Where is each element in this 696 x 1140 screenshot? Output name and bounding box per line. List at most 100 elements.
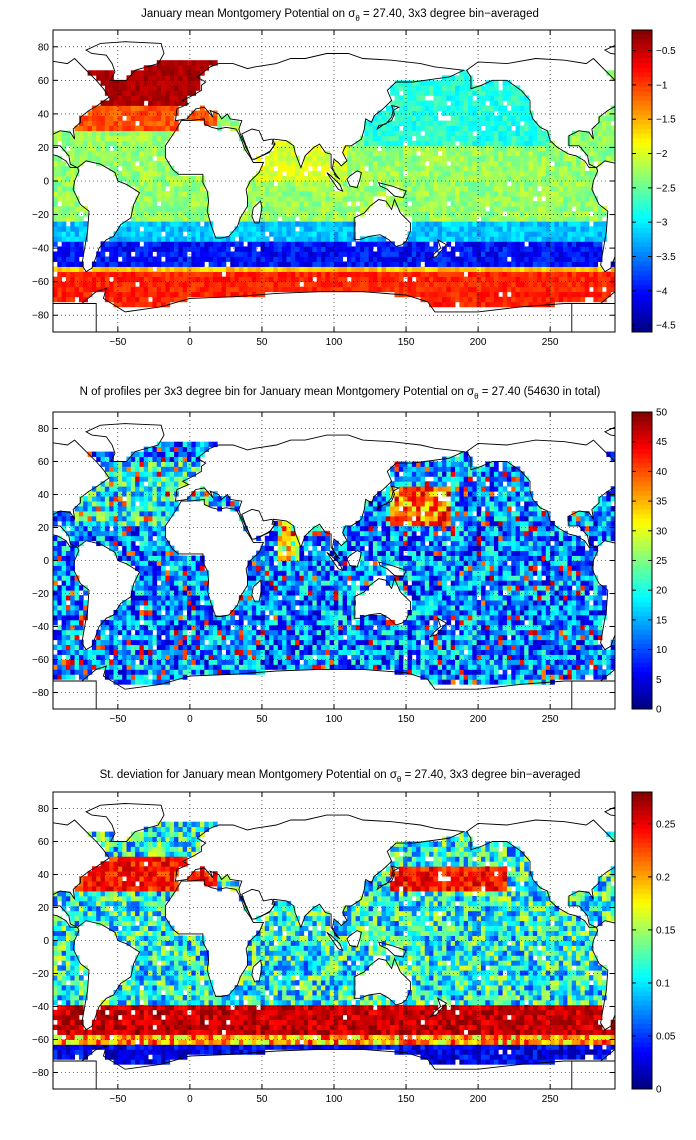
heatmap-cell [394, 276, 400, 283]
heatmap-cell [70, 634, 76, 641]
heatmap-cell [493, 140, 499, 147]
heatmap-cell [519, 110, 525, 116]
heatmap-cell [208, 246, 214, 252]
x-tick-label: 200 [470, 337, 487, 348]
heatmap-cell [524, 160, 529, 167]
heatmap-cell [390, 271, 395, 278]
heatmap-cell [204, 276, 210, 283]
heatmap-cell [96, 110, 101, 116]
heatmap-cell [576, 236, 581, 242]
heatmap-cell [65, 191, 71, 197]
heatmap-cell [545, 160, 551, 167]
heatmap-cell [472, 276, 478, 283]
heatmap-cell [78, 160, 84, 167]
heatmap-cell [104, 261, 110, 267]
heatmap-cell [489, 226, 495, 232]
heatmap-cell [165, 191, 171, 197]
heatmap-cell [463, 226, 469, 232]
heatmap-cell [537, 150, 542, 157]
heatmap-cell [109, 639, 114, 646]
heatmap-cell [519, 251, 525, 257]
heatmap-cell [511, 236, 516, 242]
heatmap-cell [178, 241, 184, 247]
heatmap-cell [61, 206, 67, 212]
heatmap-cell [61, 605, 67, 611]
heatmap-cell [225, 251, 231, 257]
heatmap-cell [100, 256, 106, 262]
heatmap-cell [411, 201, 417, 207]
heatmap-cell [403, 145, 408, 152]
heatmap-cell [381, 246, 387, 252]
heatmap-cell [212, 291, 218, 298]
heatmap-cell [178, 251, 184, 257]
heatmap-cell [511, 130, 516, 137]
heatmap-cell [312, 221, 318, 227]
heatmap-cell [65, 170, 71, 177]
heatmap-cell [541, 175, 547, 182]
heatmap-cell [61, 644, 67, 650]
heatmap-cell [61, 281, 67, 288]
heatmap-cell [537, 296, 542, 303]
heatmap-cell [463, 286, 469, 293]
heatmap-cell [398, 286, 404, 293]
heatmap-cell [61, 525, 67, 532]
heatmap-cell [472, 206, 478, 212]
heatmap-cell [70, 291, 76, 298]
heatmap-cell [269, 221, 274, 227]
heatmap-cell [122, 135, 127, 142]
heatmap-cell [126, 649, 132, 655]
heatmap-cell [264, 216, 270, 222]
heatmap-cell [420, 196, 426, 202]
heatmap-cell [580, 281, 586, 288]
heatmap-cell [455, 80, 460, 86]
heatmap-cell [515, 206, 521, 212]
heatmap-cell [567, 155, 573, 162]
heatmap-cell [463, 301, 469, 308]
heatmap-cell [372, 281, 378, 288]
heatmap-cell [130, 486, 136, 492]
heatmap-cell [191, 211, 197, 217]
heatmap-cell [554, 196, 560, 202]
heatmap-cell [104, 80, 110, 86]
heatmap-cell [122, 291, 127, 298]
heatmap-cell [156, 95, 162, 101]
heatmap-cell [385, 251, 391, 257]
heatmap-cell [455, 191, 460, 197]
heatmap-cell [576, 291, 581, 298]
heatmap-cell [519, 135, 525, 142]
heatmap-cell [597, 296, 603, 303]
heatmap-cell [264, 236, 270, 242]
heatmap-cell [429, 105, 434, 111]
heatmap-cell [113, 145, 119, 152]
heatmap-cell [334, 231, 339, 237]
heatmap-cell [113, 130, 119, 137]
heatmap-cell [606, 125, 612, 132]
heatmap-cell [420, 256, 426, 262]
heatmap-cell [152, 115, 158, 121]
heatmap-cell [182, 60, 188, 66]
heatmap-cell [476, 110, 482, 116]
heatmap-cell [446, 276, 452, 283]
heatmap-cell [295, 201, 300, 207]
heatmap-cell [135, 639, 140, 646]
heatmap-cell [78, 140, 84, 147]
heatmap-cell [212, 251, 218, 257]
heatmap-cell [433, 125, 439, 132]
heatmap-cell [528, 251, 534, 257]
heatmap-cell [571, 226, 577, 232]
heatmap-cell [424, 110, 430, 116]
heatmap-cell [381, 135, 387, 142]
heatmap-cell [429, 110, 434, 116]
heatmap-cell [455, 256, 460, 262]
heatmap-cell [161, 276, 166, 283]
heatmap-cell [459, 100, 465, 106]
heatmap-cell [329, 186, 335, 192]
heatmap-cell [178, 291, 184, 298]
heatmap-cell [446, 231, 452, 237]
heatmap-cell [282, 271, 287, 278]
heatmap-cell [53, 276, 58, 283]
heatmap-cell [346, 196, 352, 202]
heatmap-cell [61, 600, 67, 606]
heatmap-cell [299, 211, 305, 217]
heatmap-cell [109, 535, 114, 542]
